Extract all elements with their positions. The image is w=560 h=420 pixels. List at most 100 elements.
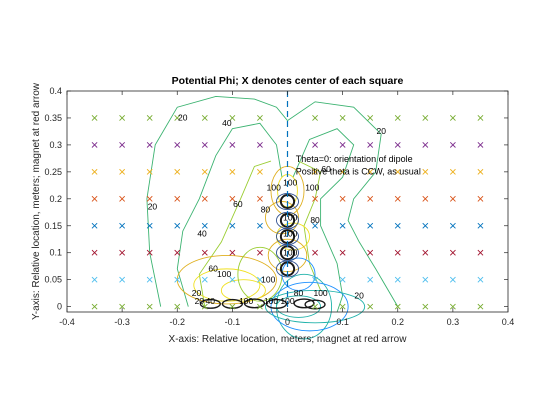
data-marker: [312, 249, 318, 256]
y-tick-label: 0.35: [44, 113, 62, 123]
contour-line: [176, 122, 283, 307]
data-marker: [367, 168, 374, 175]
y-tick-label: 0.4: [49, 86, 62, 96]
x-axis-label: X-axis: Relative location, meters; magne…: [169, 334, 408, 345]
data-marker: [477, 303, 484, 310]
contour-label: 40: [222, 118, 232, 128]
data-marker: [339, 195, 346, 202]
data-marker: [229, 276, 236, 283]
contour-label: 100: [283, 212, 297, 222]
data-marker: [91, 195, 98, 202]
data-marker: [146, 222, 153, 229]
contour-label: 40: [206, 296, 216, 306]
contour-label: 100: [217, 269, 231, 279]
y-tick-label: 0.15: [44, 221, 62, 231]
data-marker: [312, 303, 318, 310]
contour-line: [265, 298, 288, 309]
contour-line: [193, 268, 261, 302]
data-marker: [312, 115, 318, 121]
data-marker: [449, 222, 456, 229]
contour-label: 40: [197, 229, 207, 239]
x-tick-label: 0: [285, 317, 290, 327]
data-marker: [422, 303, 429, 310]
data-marker: [91, 168, 98, 175]
data-marker: [91, 249, 98, 256]
data-marker: [394, 168, 401, 175]
y-tick-label: 0.05: [44, 275, 62, 285]
data-marker: [449, 276, 456, 283]
contour-line: [287, 101, 399, 307]
contour-label: 60: [208, 264, 218, 274]
data-marker: [91, 303, 98, 310]
data-marker: [312, 168, 318, 175]
data-marker: [394, 115, 401, 121]
contour-line: [281, 257, 316, 291]
data-marker: [339, 141, 346, 148]
data-marker: [119, 141, 126, 148]
data-marker: [477, 168, 484, 175]
data-marker: [229, 303, 236, 310]
contour-line: [276, 295, 322, 318]
data-marker: [119, 195, 126, 202]
data-marker: [477, 195, 484, 202]
x-tick-label: 0.2: [391, 317, 404, 327]
data-marker: [91, 141, 98, 148]
contour-label: 80: [261, 204, 271, 214]
data-marker: [229, 195, 236, 202]
data-marker: [422, 141, 429, 148]
y-tick-label: 0: [57, 302, 62, 312]
data-marker: [312, 195, 318, 202]
data-marker: [394, 195, 401, 202]
data-marker: [394, 249, 401, 256]
data-marker: [91, 115, 98, 121]
y-axis-label: Y-axis: Relative location, meters; magne…: [31, 82, 42, 320]
contour-line: [198, 160, 272, 307]
contour-label: 20: [148, 202, 158, 212]
chart-title: Potential Phi; X denotes center of each …: [172, 75, 404, 87]
data-marker: [257, 303, 263, 310]
contour-label: 100: [313, 288, 327, 298]
data-marker: [257, 168, 263, 175]
data-marker: [146, 141, 153, 148]
annotation-orientation: Theta=0: orientation of dipole: [296, 154, 413, 164]
contour-label: 20: [195, 296, 205, 306]
data-marker: [201, 276, 208, 283]
data-marker: [119, 303, 126, 310]
data-marker: [394, 141, 401, 148]
data-marker: [394, 222, 401, 229]
marker-group: [91, 115, 484, 310]
x-tick-label: 0.4: [502, 317, 515, 327]
data-marker: [229, 115, 236, 121]
data-marker: [367, 276, 374, 283]
data-marker: [339, 168, 346, 175]
data-marker: [257, 222, 263, 229]
contour-label: 80: [294, 288, 304, 298]
data-marker: [229, 141, 236, 148]
data-marker: [174, 141, 181, 148]
contour-label: 100: [264, 296, 278, 306]
data-marker: [201, 168, 208, 175]
data-marker: [422, 222, 429, 229]
contour-label: 100: [239, 296, 253, 306]
data-marker: [119, 249, 126, 256]
data-marker: [174, 115, 181, 121]
data-marker: [229, 222, 236, 229]
x-tick-label: 0.1: [336, 317, 349, 327]
data-marker: [367, 222, 374, 229]
data-marker: [477, 141, 484, 148]
x-tick-label: -0.2: [169, 317, 185, 327]
contour-label: 20: [192, 288, 202, 298]
data-marker: [91, 276, 98, 283]
data-marker: [201, 195, 208, 202]
data-marker: [257, 141, 263, 148]
contour-label: 60: [321, 164, 331, 174]
contour-line: [243, 298, 266, 309]
data-marker: [367, 141, 374, 148]
data-marker: [339, 222, 346, 229]
data-marker: [257, 276, 263, 283]
contour-label: 100: [261, 274, 275, 284]
data-marker: [477, 276, 484, 283]
data-marker: [367, 195, 374, 202]
data-marker: [449, 115, 456, 121]
data-marker: [312, 141, 318, 148]
